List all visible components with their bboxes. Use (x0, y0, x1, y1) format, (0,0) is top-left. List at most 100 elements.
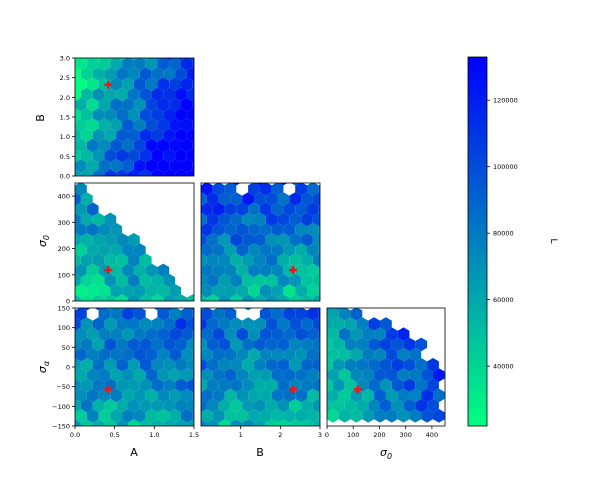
hexbin-cell (98, 347, 111, 362)
hexbin-cell (110, 118, 123, 132)
colorbar-label: L (548, 238, 558, 243)
hexbin-cell (201, 192, 207, 206)
hexbin-cell (175, 358, 187, 372)
hexbin-cell (230, 212, 243, 227)
hexbin-cell (139, 128, 152, 142)
hexbin-cell (139, 87, 152, 102)
hexbin-cell (397, 409, 410, 423)
ytick-label: −150 (52, 423, 70, 431)
hexbin-cell (145, 159, 158, 173)
hexbin-cell (271, 368, 284, 382)
hexbin-cell (151, 148, 164, 163)
hexbin-cell (80, 128, 93, 142)
hexbin-cell (163, 337, 176, 352)
hexbin-cell (248, 222, 260, 237)
hexbin-cell (230, 233, 243, 247)
colorbar-tick-label: 60000 (493, 296, 514, 304)
hexbin-cell (75, 273, 81, 288)
hexbin-cell (218, 294, 231, 301)
hexbin-cell (218, 233, 231, 247)
hexbin-cell (338, 368, 351, 382)
hexbin-cell (295, 308, 307, 321)
hexbin-cell (277, 317, 290, 331)
colorbar-tick-label: 100000 (493, 163, 518, 171)
hexbin-cell (218, 192, 231, 206)
hexbin-cell (236, 409, 249, 423)
hexbin-cell (163, 358, 176, 372)
colorbar-tick-label: 40000 (493, 363, 514, 371)
hexbin-cell (212, 327, 225, 341)
hexbin-cell (122, 308, 134, 321)
hexbin-cell (265, 192, 278, 206)
hexbin-cell (242, 212, 254, 227)
hexbin-cell (254, 317, 266, 331)
hexbin-cell (80, 192, 93, 206)
hexbin-cell (318, 245, 320, 255)
hexbin-cell (186, 398, 194, 413)
hexbin-cell (201, 294, 207, 301)
hexbin-cell (98, 368, 111, 382)
hexbin-cell (201, 183, 213, 196)
hexbin-cell (116, 419, 128, 426)
hexbin-cell (374, 388, 386, 403)
hexbin-cell (265, 419, 278, 426)
hexbin-cell (248, 284, 260, 298)
hexbin-cell (318, 184, 320, 193)
hexbin-cell (92, 419, 105, 426)
hexbin-cell (409, 409, 422, 423)
hexbin-cell (265, 378, 278, 392)
hexbin-cell (104, 233, 117, 247)
hexbin-cell (153, 308, 162, 311)
hexbin-cell (122, 138, 134, 153)
hexbin-cell (98, 222, 111, 237)
hexbin-cell (327, 368, 339, 382)
hexbin-cell (139, 358, 152, 372)
hexbin-cell (165, 308, 174, 311)
hexbin-cell (86, 327, 99, 341)
hexbin-cell (80, 378, 93, 392)
hexbin-cell (75, 67, 81, 81)
hexbin-cell (206, 192, 219, 206)
hexbin-cell (236, 202, 249, 216)
hexbin-cell (307, 368, 319, 382)
hexbin-cell (259, 263, 272, 278)
hexbin-cell (169, 77, 181, 91)
hexbin-cell (344, 358, 357, 372)
hexbin-cell (224, 284, 237, 298)
hexbin-cell (332, 378, 345, 392)
hexbin-cell (265, 273, 278, 288)
hexbin-cell (236, 222, 249, 237)
hexbin-cell (254, 419, 266, 426)
hexbin-cell (356, 358, 369, 372)
hexbin-cell (75, 263, 87, 278)
hexbin-cell (110, 58, 123, 71)
hexbin-cell (133, 284, 146, 298)
hexbin-cell (92, 294, 105, 301)
hexbin-cell (157, 327, 170, 341)
colorbar (467, 56, 488, 427)
hexbin-cell (279, 308, 288, 311)
hexbin-cell (283, 347, 296, 362)
hexbin-cell (128, 108, 140, 122)
hexbin-cell (218, 337, 231, 352)
hexbin-cell (169, 118, 181, 132)
hexbin-cell (145, 118, 158, 132)
hexbin-cell (141, 58, 150, 61)
hexbin-cell (145, 263, 158, 278)
hexbin-cell (259, 409, 272, 423)
hexbin-cell (350, 347, 363, 362)
hexbin-cell (169, 58, 181, 71)
hexbin-cell (151, 67, 164, 81)
hexbin-cell (98, 97, 111, 112)
hexbin-cell (218, 273, 231, 288)
hexbin-cell (403, 358, 416, 372)
hexbin-cell (421, 409, 433, 423)
ytick-label: 2.0 (60, 94, 70, 102)
hexbin-cell (175, 128, 187, 142)
hexbin-cell (186, 108, 194, 122)
hexbin-cell (133, 409, 146, 423)
hexbin-cell (271, 347, 284, 362)
hexbin-cell (151, 294, 164, 301)
xtick-label: 300 (399, 431, 411, 439)
hexbin-cell (98, 409, 111, 423)
